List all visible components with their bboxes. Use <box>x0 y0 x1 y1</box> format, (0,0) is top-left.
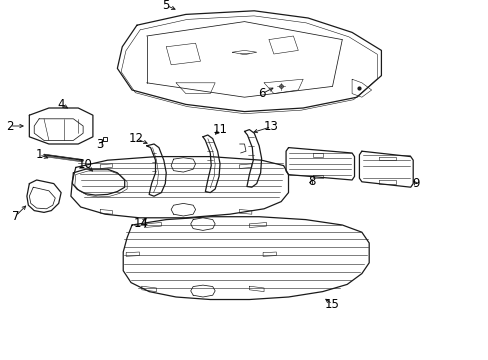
Text: 12: 12 <box>128 132 143 145</box>
Text: 13: 13 <box>264 120 278 133</box>
Text: 2: 2 <box>6 120 14 132</box>
Text: 4: 4 <box>57 98 65 111</box>
Text: 3: 3 <box>96 138 104 151</box>
Text: 9: 9 <box>411 177 419 190</box>
Text: 10: 10 <box>78 158 93 171</box>
Text: 5: 5 <box>162 0 170 12</box>
Text: 1: 1 <box>35 148 43 161</box>
Text: 14: 14 <box>133 217 148 230</box>
Text: 15: 15 <box>325 298 339 311</box>
Text: 6: 6 <box>258 87 265 100</box>
Text: 8: 8 <box>307 175 315 188</box>
Text: 11: 11 <box>212 123 227 136</box>
Text: 7: 7 <box>12 210 20 222</box>
